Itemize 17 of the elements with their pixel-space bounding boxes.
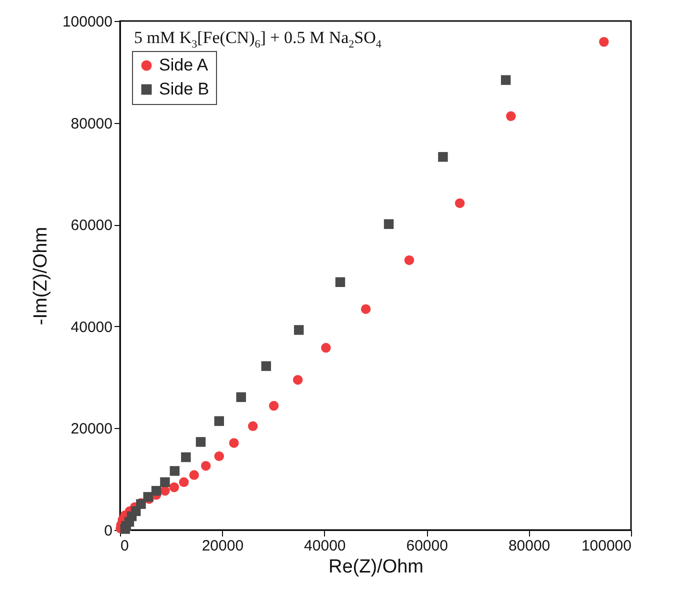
y-tick-label: 60000 <box>70 217 112 234</box>
x-tick-label: 0 <box>120 538 129 554</box>
annotation: 5 mM K$_{3}$[Fe(CN)$_{6}$] + 0.5 M Na$_{2}$SO$_{4}$ <box>134 28 382 50</box>
y-axis-title: -Im(Z)/Ohm <box>30 226 52 326</box>
x-tick-label: 100000 <box>581 538 632 554</box>
x-tick-label: 60000 <box>406 538 448 554</box>
x-tick-label: 80000 <box>508 538 550 554</box>
y-tick-label: 40000 <box>70 318 112 336</box>
legend-label: Side A <box>159 56 209 74</box>
y-tick-label: 100000 <box>62 14 112 30</box>
legend-label: Side B <box>159 80 210 98</box>
x-tick-label: 20000 <box>202 538 244 554</box>
x-tick-label: 40000 <box>304 538 346 554</box>
y-tick-label: 0 <box>104 522 112 540</box>
x-axis-title: Re(Z)/Ohm <box>328 556 424 578</box>
y-tick-label: 80000 <box>70 115 112 132</box>
y-tick-label: 20000 <box>70 420 112 438</box>
